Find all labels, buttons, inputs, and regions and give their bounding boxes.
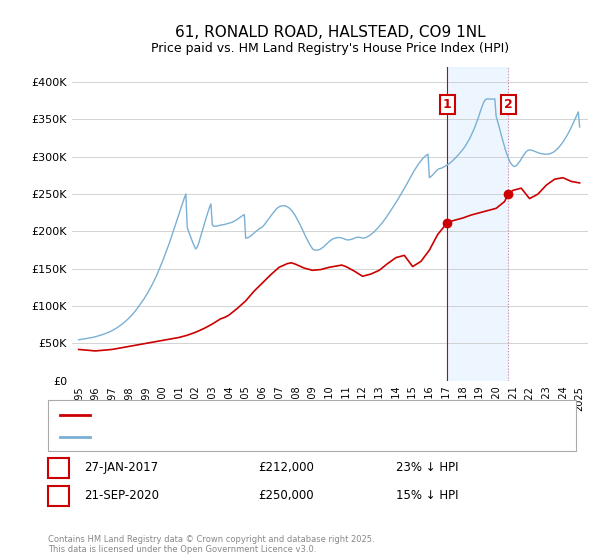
Text: 2: 2: [54, 489, 63, 502]
Text: 1: 1: [443, 99, 452, 111]
Text: HPI: Average price, semi-detached house, Braintree: HPI: Average price, semi-detached house,…: [99, 432, 369, 442]
Text: 2: 2: [504, 99, 512, 111]
Text: Contains HM Land Registry data © Crown copyright and database right 2025.
This d: Contains HM Land Registry data © Crown c…: [48, 535, 374, 554]
Text: £250,000: £250,000: [258, 489, 314, 502]
Text: 61, RONALD ROAD, HALSTEAD, CO9 1NL (semi-detached house): 61, RONALD ROAD, HALSTEAD, CO9 1NL (semi…: [99, 409, 434, 419]
Text: 23% ↓ HPI: 23% ↓ HPI: [396, 461, 458, 474]
Text: 21-SEP-2020: 21-SEP-2020: [84, 489, 159, 502]
Text: Price paid vs. HM Land Registry's House Price Index (HPI): Price paid vs. HM Land Registry's House …: [151, 42, 509, 55]
Text: 15% ↓ HPI: 15% ↓ HPI: [396, 489, 458, 502]
Text: 61, RONALD ROAD, HALSTEAD, CO9 1NL: 61, RONALD ROAD, HALSTEAD, CO9 1NL: [175, 25, 485, 40]
Text: £212,000: £212,000: [258, 461, 314, 474]
Text: 27-JAN-2017: 27-JAN-2017: [84, 461, 158, 474]
Bar: [448, 67, 508, 381]
Text: 1: 1: [54, 461, 63, 474]
